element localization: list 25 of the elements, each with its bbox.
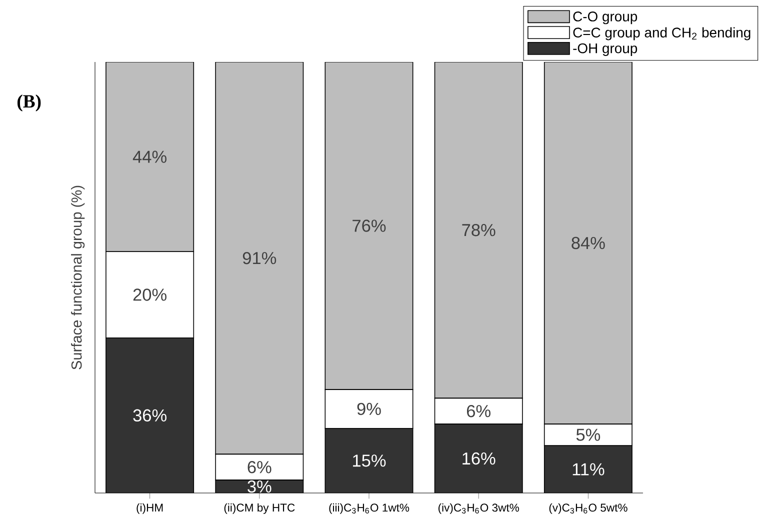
data-label: 36% <box>133 409 166 422</box>
data-label: 78% <box>462 224 496 236</box>
x-tick-label: (iv)C$_{3}$H$_{6}$O 3wt% <box>438 503 520 514</box>
data-label: 6% <box>248 461 272 474</box>
x-tick-label: (ii)CM by HTC <box>224 503 295 514</box>
data-label: 20% <box>133 288 166 301</box>
legend-label: -OH group <box>573 43 638 56</box>
data-label: 15% <box>353 454 386 467</box>
y-axis-title: Surface functional group (%) <box>71 186 85 370</box>
data-label: 84% <box>572 236 605 250</box>
x-tick-label: (i)HM <box>136 503 163 514</box>
data-label: 9% <box>357 402 381 416</box>
data-label: 16% <box>462 452 496 465</box>
data-label: 11% <box>572 463 604 476</box>
legend-label: C-O group <box>573 12 638 24</box>
data-label: 5% <box>576 428 600 441</box>
data-label: 91% <box>242 252 276 264</box>
text: (B) <box>18 94 41 112</box>
data-label: 44% <box>132 150 166 163</box>
x-tick-label: (iii)C$_{3}$H$_{6}$O 1wt% <box>329 503 410 514</box>
data-label: 76% <box>352 220 386 232</box>
data-label: 6% <box>467 404 490 418</box>
legend-label: C=C group and CH$_{2}$ bending <box>573 27 750 40</box>
x-tick-label: (v)C$_{3}$H$_{6}$O 5wt% <box>549 503 628 514</box>
data-label: 3% <box>248 480 272 493</box>
